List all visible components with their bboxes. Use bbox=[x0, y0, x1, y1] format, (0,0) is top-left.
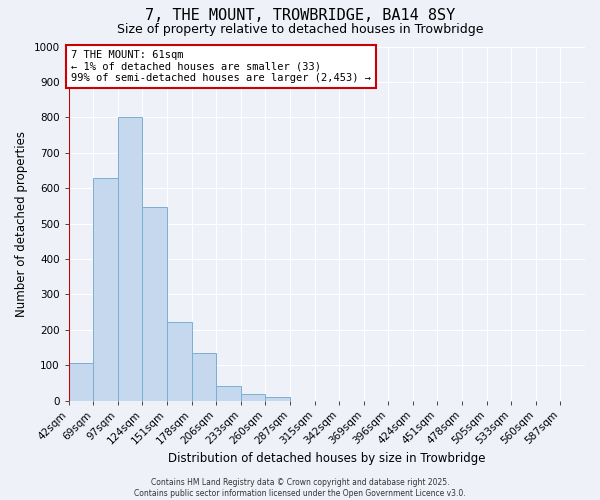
Bar bbox=[167, 322, 191, 400]
Bar bbox=[216, 386, 241, 400]
Bar bbox=[142, 207, 167, 400]
Text: Contains HM Land Registry data © Crown copyright and database right 2025.
Contai: Contains HM Land Registry data © Crown c… bbox=[134, 478, 466, 498]
X-axis label: Distribution of detached houses by size in Trowbridge: Distribution of detached houses by size … bbox=[168, 452, 485, 465]
Bar bbox=[241, 394, 265, 400]
Text: 7 THE MOUNT: 61sqm
← 1% of detached houses are smaller (33)
99% of semi-detached: 7 THE MOUNT: 61sqm ← 1% of detached hous… bbox=[71, 50, 371, 83]
Bar bbox=[265, 396, 290, 400]
Bar bbox=[191, 353, 216, 401]
Text: Size of property relative to detached houses in Trowbridge: Size of property relative to detached ho… bbox=[117, 22, 483, 36]
Y-axis label: Number of detached properties: Number of detached properties bbox=[15, 130, 28, 316]
Bar bbox=[93, 178, 118, 400]
Text: 7, THE MOUNT, TROWBRIDGE, BA14 8SY: 7, THE MOUNT, TROWBRIDGE, BA14 8SY bbox=[145, 8, 455, 22]
Bar bbox=[118, 118, 142, 401]
Bar bbox=[69, 362, 93, 401]
